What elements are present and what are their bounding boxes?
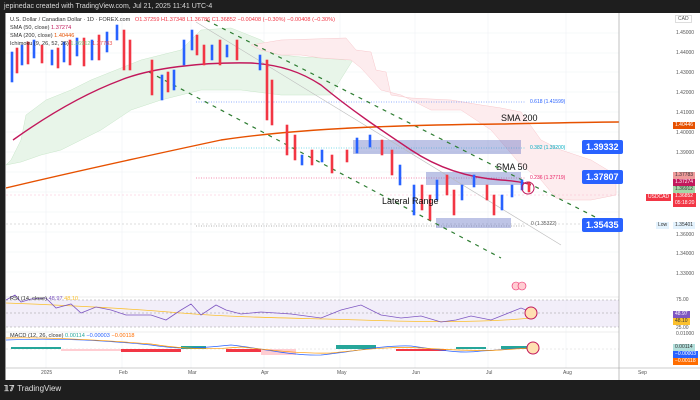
ichimoku-value-1: 1.36912 [70, 41, 91, 47]
rsi-legend[interactable]: RSI (14, close) 48.97 48.10 [10, 295, 78, 303]
rsi-tick-75: 75.00 [676, 297, 689, 303]
macd-signal-tag: −0.00118 [673, 358, 698, 365]
macd-line-tag: −0.00003 [673, 351, 698, 358]
fib-0-label: 0 (1.35322) [531, 221, 557, 227]
ohlc-high: H1.37348 [161, 17, 186, 23]
macd-legend[interactable]: MACD (12, 26, close) 0.00114 −0.00003 −0… [10, 332, 135, 340]
bar-countdown: 05:18:20 [675, 200, 695, 206]
symbol-title: U.S. Dollar / Canadian Dollar · 1D · FOR… [10, 17, 131, 23]
ichimoku-a-price-tag: 1.37783 [673, 172, 696, 179]
sma200-legend[interactable]: SMA (200, close) 1.40446 [10, 32, 335, 40]
currency-label[interactable]: CAD [675, 15, 692, 23]
price-tick: 1.45000 [676, 30, 695, 36]
time-tick: Sep [638, 370, 647, 376]
attribution-text: jepinedac created with TradingView.com, … [4, 3, 213, 10]
macd-tick: 0.01000 [676, 331, 695, 337]
sma50-annotation: SMA 50 [496, 162, 528, 172]
macd-line-value: −0.00003 [86, 333, 110, 339]
time-tick: Jul [486, 370, 493, 376]
price-tick: 1.36000 [676, 232, 695, 238]
ohlc-low: L1.36786 [186, 17, 211, 23]
chart-frame[interactable]: U.S. Dollar / Canadian Dollar · 1D · FOR… [5, 13, 700, 380]
last-price-value: 1.36852 [675, 193, 694, 199]
price-tick: 1.33000 [676, 271, 695, 277]
macd-hist-tag: 0.00114 [673, 344, 695, 351]
time-tick: Aug [563, 370, 572, 376]
footer: 𝟙𝟟 TradingView [4, 384, 61, 393]
sma50-price-tag: 1.37274 [673, 179, 696, 186]
chart-canvas[interactable] [6, 13, 700, 380]
macd-label: MACD (12, 26, close) [10, 333, 64, 339]
rsi-label: RSI (14, close) [10, 296, 47, 302]
fib-382-label: 0.382 (1.39200) [530, 145, 566, 151]
brand-name: TradingView [17, 384, 62, 393]
symbol-legend: U.S. Dollar / Canadian Dollar · 1D · FOR… [10, 16, 335, 48]
attribution-bar: jepinedac created with TradingView.com, … [0, 0, 700, 13]
price-tick: 1.34000 [676, 251, 695, 257]
rsi-ma-tag: 48.10 [673, 318, 690, 325]
price-tick: 1.41000 [676, 110, 695, 116]
level-tag-2: 1.37807 [582, 170, 623, 184]
tradingview-logo-icon: 𝟙𝟟 [4, 384, 15, 393]
low-value-tag: 1.35401 [673, 222, 696, 229]
sma200-price-tag: 1.40446 [673, 122, 696, 129]
ohlc-change-2: −0.00408 (−0.30%) [287, 17, 335, 23]
sma50-label: SMA (50, close) [10, 25, 50, 31]
level-tag-3: 1.35435 [582, 218, 623, 232]
sma50-value: 1.37274 [51, 25, 72, 31]
sma200-value: 1.40446 [54, 33, 75, 39]
time-tick: Jun [412, 370, 421, 376]
level-tag-1: 1.39332 [582, 140, 623, 154]
time-tick: Feb [119, 370, 128, 376]
ohlc-close: C1.36852 [211, 17, 237, 23]
time-tick: Mar [188, 370, 197, 376]
macd-signal-value: −0.00118 [111, 333, 135, 339]
time-tick: May [337, 370, 347, 376]
price-tick: 1.43000 [676, 70, 695, 76]
ichimoku-label: Ichimoku (9, 26, 52, 26) [10, 41, 69, 47]
sma200-annotation: SMA 200 [501, 113, 538, 123]
price-tick: 1.40000 [676, 130, 695, 136]
symbol-tag: USDCAD [646, 194, 672, 201]
time-tick: 2025 [41, 370, 53, 376]
price-tick: 1.39000 [676, 150, 695, 156]
ohlc-open: O1.37259 [134, 17, 160, 23]
rsi-value: 48.97 [48, 296, 63, 302]
price-tick: 1.44000 [676, 50, 695, 56]
macd-hist-value: 0.00114 [65, 333, 85, 339]
lateral-range-annotation: Lateral Range [382, 196, 439, 206]
price-tick: 1.42000 [676, 90, 695, 96]
rsi-tag: 48.97 [673, 311, 690, 318]
ohlc-change: −0.00408 (−0.30%) [237, 17, 286, 23]
ichimoku-b-price-tag: 1.36912 [673, 186, 696, 193]
sma50-legend[interactable]: SMA (50, close) 1.37274 [10, 24, 335, 32]
rsi-tick-25: 25.00 [676, 325, 689, 331]
low-label-tag: Low [656, 222, 670, 229]
fib-618-label: 0.618 (1.41599) [530, 99, 566, 105]
rsi-ma-value: 48.10 [64, 296, 79, 302]
sma200-label: SMA (200, close) [10, 33, 53, 39]
ichimoku-value-2: 1.37783 [92, 41, 113, 47]
time-tick: Apr [261, 370, 269, 376]
last-price-tag: 1.36852 05:18:20 [673, 193, 697, 207]
ichimoku-legend[interactable]: Ichimoku (9, 26, 52, 26) 1.36912 1.37783 [10, 40, 335, 48]
fib-236-label: 0.236 (1.37719) [530, 175, 566, 181]
